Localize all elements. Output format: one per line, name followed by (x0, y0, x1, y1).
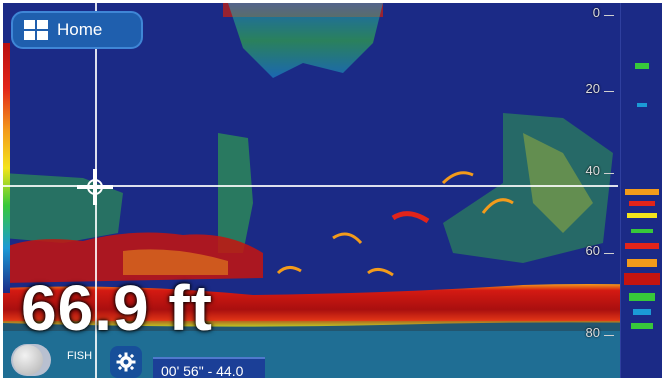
sonar-echo-view (3, 3, 662, 378)
sonar-screen[interactable]: 0 20 40 60 80 (3, 3, 662, 378)
crosshair-cursor-icon[interactable] (75, 167, 115, 207)
cursor-horizontal-line (3, 185, 618, 187)
depth-scale: 0 20 40 60 80 (563, 3, 618, 378)
depth-label-80: 80 (585, 325, 600, 340)
fish-id-toggle-icon (13, 345, 43, 375)
settings-button[interactable] (110, 346, 142, 378)
flasher-panel (620, 3, 662, 378)
depth-label-0: 0 (592, 5, 600, 20)
depth-tick (604, 91, 614, 92)
depth-label-60: 60 (585, 243, 600, 258)
color-gain-scale (3, 43, 10, 293)
depth-tick (604, 253, 614, 254)
depth-tick (604, 335, 614, 336)
home-button[interactable]: Home (11, 11, 143, 49)
depth-label-20: 20 (585, 81, 600, 96)
grid-icon (24, 20, 48, 40)
depth-label-40: 40 (585, 163, 600, 178)
gear-icon (116, 352, 136, 372)
fish-label: FISH (67, 350, 93, 362)
depth-readout: 66.9 ft (21, 272, 213, 344)
history-time-readout: 00' 56" - 44.0 (153, 357, 265, 378)
flasher-returns (624, 63, 660, 329)
depth-tick (604, 173, 614, 174)
home-label: Home (57, 20, 103, 39)
depth-tick (604, 15, 614, 16)
